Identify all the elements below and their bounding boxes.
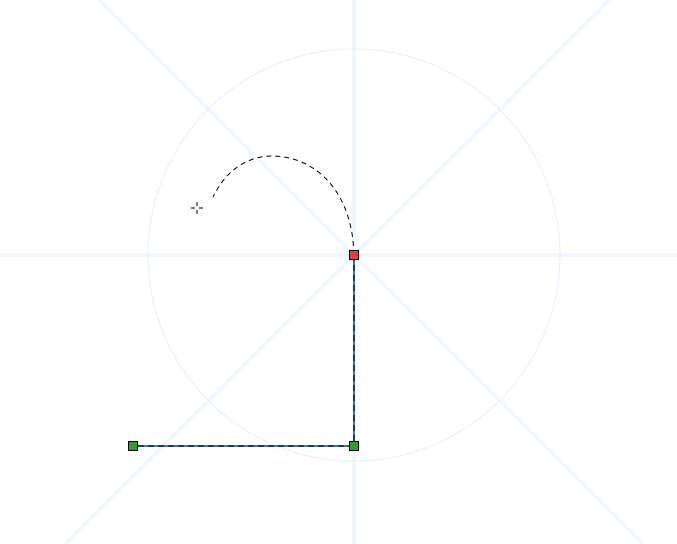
preview-curve [213,156,354,255]
drawn-path [133,255,354,446]
crosshair-cursor [191,202,203,214]
polar-grid [0,0,677,544]
node-corner[interactable] [350,442,359,451]
drawing-canvas[interactable] [0,0,677,544]
node-end[interactable] [129,442,138,451]
node-start[interactable] [350,251,359,260]
nodes [129,251,359,451]
